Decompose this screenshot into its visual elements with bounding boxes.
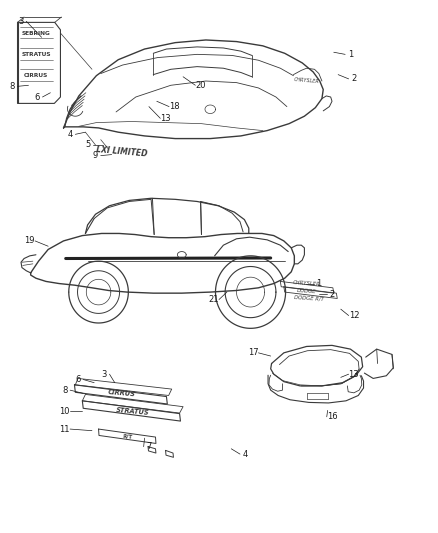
Text: 1: 1 (348, 50, 353, 59)
Text: 8: 8 (10, 82, 15, 91)
Text: CHRYSLER: CHRYSLER (293, 77, 320, 85)
Text: 2: 2 (329, 290, 335, 298)
Text: CHRYSLER: CHRYSLER (293, 280, 321, 287)
Text: 3: 3 (102, 370, 107, 378)
Text: 20: 20 (195, 81, 206, 90)
Text: 9: 9 (93, 151, 98, 160)
Text: 2: 2 (351, 75, 357, 83)
Text: CIRRUS: CIRRUS (24, 73, 48, 78)
Text: DODGE: DODGE (297, 288, 317, 294)
Text: CIRRUS: CIRRUS (108, 389, 136, 398)
Text: 10: 10 (60, 407, 70, 416)
Text: 19: 19 (25, 237, 35, 245)
Text: SEBRING: SEBRING (21, 30, 50, 36)
Text: LXI LIMITED: LXI LIMITED (96, 145, 148, 159)
Text: 21: 21 (208, 295, 219, 304)
Text: 12: 12 (349, 311, 359, 320)
Text: 13: 13 (349, 370, 359, 378)
Text: 13: 13 (160, 114, 171, 123)
Text: 8: 8 (62, 386, 67, 394)
Text: DODGE R/T: DODGE R/T (294, 295, 324, 302)
Text: 6: 6 (75, 375, 81, 384)
Text: 3: 3 (18, 17, 24, 26)
Text: 18: 18 (169, 102, 180, 111)
Text: STRATUS: STRATUS (115, 407, 149, 416)
Text: 4: 4 (67, 130, 73, 139)
Text: 11: 11 (60, 425, 70, 433)
Text: 1: 1 (316, 279, 321, 288)
Text: 16: 16 (327, 413, 337, 421)
Text: 7: 7 (146, 442, 152, 451)
Text: 6: 6 (35, 93, 40, 101)
Text: R/T: R/T (123, 433, 133, 439)
Text: STRATUS: STRATUS (21, 52, 51, 57)
Text: 5: 5 (85, 141, 90, 149)
Text: 17: 17 (248, 349, 258, 357)
Text: 4: 4 (243, 450, 248, 458)
